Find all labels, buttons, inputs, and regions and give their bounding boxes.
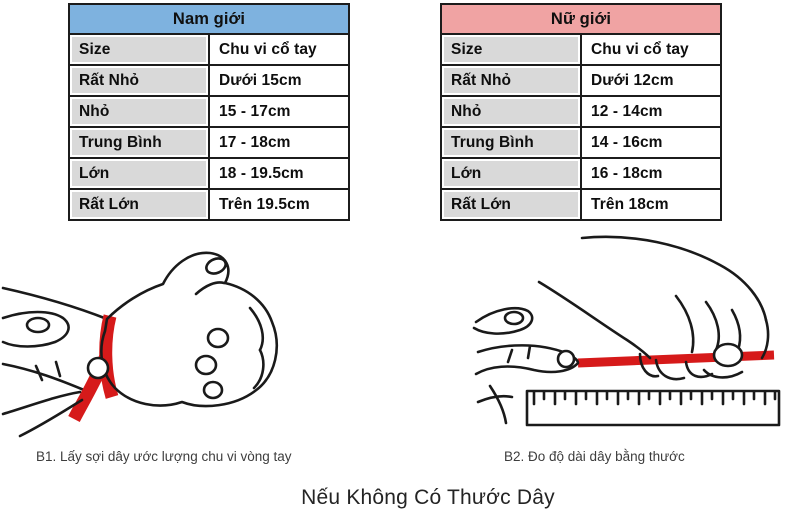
men-table-title: Nam giới	[68, 3, 350, 35]
size-cell: Rất Lớn	[440, 188, 582, 221]
table-row: Trung Bình 17 - 18cm	[68, 126, 350, 159]
table-row: Rất Nhỏ Dưới 15cm	[68, 64, 350, 97]
thumb-nail	[205, 257, 227, 275]
pressing-thumb-tip	[86, 356, 110, 380]
men-column-header-circumference: Chu vi cổ tay	[208, 33, 350, 66]
size-cell: Rất Nhỏ	[440, 64, 582, 97]
b2-caption: B2. Đo độ dài dây bằng thước	[504, 449, 685, 464]
b1-caption: B1. Lấy sợi dây ước lượng chu vi vòng ta…	[36, 449, 292, 464]
circumference-cell: Trên 18cm	[580, 188, 722, 221]
table-row: Rất Nhỏ Dưới 12cm	[440, 64, 722, 97]
ruler-measure-icon	[472, 235, 781, 427]
hand-with-string-icon	[1, 251, 279, 438]
size-cell: Rất Nhỏ	[68, 64, 210, 97]
size-cell: Lớn	[440, 157, 582, 190]
thumb-nail	[712, 342, 744, 368]
table-row: Lớn 18 - 19.5cm	[68, 157, 350, 190]
size-cell: Lớn	[68, 157, 210, 190]
circumference-cell: 18 - 19.5cm	[208, 157, 350, 190]
ruler	[525, 389, 781, 427]
circumference-cell: 16 - 18cm	[580, 157, 722, 190]
b1-wrist-string-illustration	[0, 238, 340, 448]
circumference-cell: 14 - 16cm	[580, 126, 722, 159]
table-row: Lớn 16 - 18cm	[440, 157, 722, 190]
circumference-cell: 15 - 17cm	[208, 95, 350, 128]
size-cell: Trung Bình	[440, 126, 582, 159]
size-cell: Nhỏ	[440, 95, 582, 128]
women-size-table: Nữ giới Size Chu vi cổ tay Rất Nhỏ Dưới …	[440, 3, 722, 221]
circumference-cell: Dưới 12cm	[580, 64, 722, 97]
women-column-header-circumference: Chu vi cổ tay	[580, 33, 722, 66]
circumference-cell: 17 - 18cm	[208, 126, 350, 159]
circumference-cell: 12 - 14cm	[580, 95, 722, 128]
women-table-title: Nữ giới	[440, 3, 722, 35]
men-column-header-size: Size	[68, 33, 210, 66]
size-cell: Trung Bình	[68, 126, 210, 159]
table-row: Nhỏ 12 - 14cm	[440, 95, 722, 128]
men-size-table: Nam giới Size Chu vi cổ tay Rất Nhỏ Dưới…	[68, 3, 350, 221]
circumference-cell: Trên 19.5cm	[208, 188, 350, 221]
table-row: Nhỏ 15 - 17cm	[68, 95, 350, 128]
table-row: Rất Lớn Trên 19.5cm	[68, 188, 350, 221]
table-row: Rất Lớn Trên 18cm	[440, 188, 722, 221]
b2-ruler-measure-illustration	[394, 230, 788, 445]
women-column-header-size: Size	[440, 33, 582, 66]
size-cell: Rất Lớn	[68, 188, 210, 221]
circumference-cell: Dưới 15cm	[208, 64, 350, 97]
table-row: Trung Bình 14 - 16cm	[440, 126, 722, 159]
footer-title: Nếu Không Có Thước Dây	[301, 486, 555, 509]
size-cell: Nhỏ	[68, 95, 210, 128]
